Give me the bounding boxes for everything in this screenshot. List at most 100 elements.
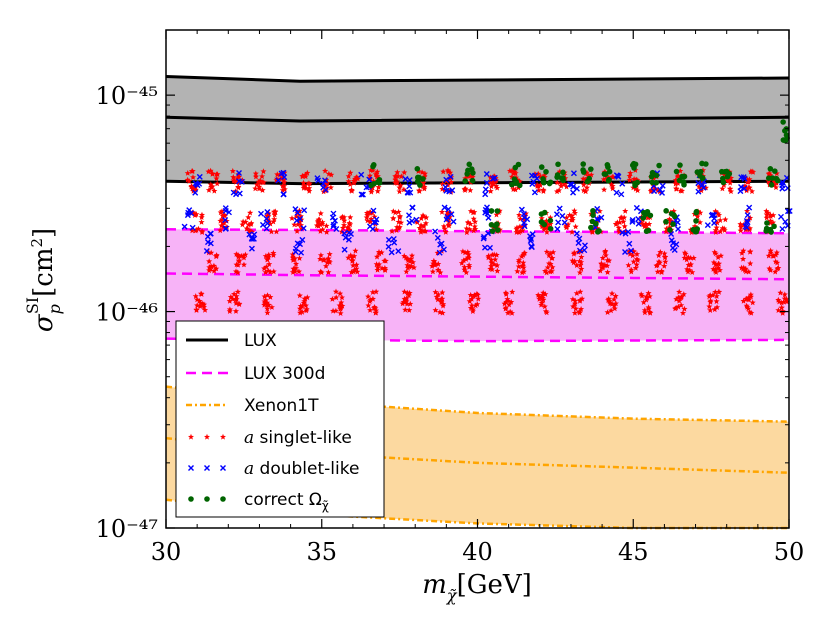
singlet-point <box>673 186 680 192</box>
singlet-point <box>589 228 596 235</box>
doublet-point <box>395 248 402 255</box>
singlet-point <box>740 255 747 262</box>
correct-point <box>681 173 688 180</box>
singlet-point <box>516 178 523 185</box>
doublet-point-stroke-b <box>481 244 488 251</box>
singlet-point <box>459 248 466 255</box>
singlet-point <box>519 269 526 276</box>
doublet-point <box>445 206 452 213</box>
doublet-point-stroke-b <box>249 235 256 242</box>
correct-point <box>414 174 421 181</box>
doublet-point <box>406 177 413 184</box>
singlet-point <box>346 220 353 226</box>
singlet-point <box>194 296 201 303</box>
doublet-point <box>263 215 270 222</box>
doublet-point-stroke-b <box>280 191 287 198</box>
doublet-point-stroke-b <box>333 225 340 232</box>
singlet-point <box>267 294 274 300</box>
legend-marker <box>220 496 226 502</box>
doublet-point-stroke-b <box>448 211 455 218</box>
doublet-point <box>695 188 702 195</box>
doublet-point <box>388 249 395 256</box>
singlet-point <box>209 170 216 177</box>
singlet-point <box>777 289 784 296</box>
correct-point <box>488 208 495 214</box>
singlet-point <box>609 185 616 192</box>
correct-point <box>513 180 519 187</box>
singlet-point <box>208 249 215 256</box>
singlet-point <box>438 208 445 215</box>
singlet-point <box>745 268 752 275</box>
correct-point <box>606 168 613 175</box>
singlet-point <box>627 250 634 257</box>
correct-point <box>555 161 561 168</box>
singlet-point <box>294 221 301 228</box>
legend-marker <box>204 433 210 440</box>
singlet-point <box>633 256 640 262</box>
singlet-point <box>543 217 550 224</box>
singlet-point <box>714 219 721 226</box>
correct-point <box>643 228 650 235</box>
singlet-point <box>490 180 497 187</box>
singlet-point <box>773 170 780 177</box>
singlet-point <box>229 167 236 174</box>
singlet-point <box>715 260 722 267</box>
doublet-point <box>203 248 210 255</box>
doublet-point <box>659 189 666 196</box>
singlet-point <box>230 177 237 184</box>
singlet-point <box>611 305 618 312</box>
singlet-point <box>570 303 577 310</box>
singlet-point <box>422 228 429 234</box>
doublet-point <box>330 221 337 228</box>
singlet-point <box>615 224 622 231</box>
doublet-point <box>482 191 489 198</box>
correct-point <box>584 178 591 185</box>
doublet-point-stroke-b <box>263 215 270 222</box>
singlet-point <box>766 265 773 272</box>
singlet-point <box>492 256 499 263</box>
correct-point <box>768 182 775 188</box>
singlet-point <box>345 225 352 232</box>
singlet-point <box>289 251 296 258</box>
doublet-point <box>450 218 457 225</box>
singlet-point <box>345 173 352 179</box>
doublet-point-stroke-b <box>629 217 636 224</box>
singlet-point <box>780 298 787 305</box>
singlet-point <box>410 264 417 271</box>
singlet-point <box>772 268 779 275</box>
singlet-point <box>542 308 549 314</box>
legend-marker <box>220 433 226 440</box>
singlet-point <box>626 176 633 183</box>
doublet-point <box>341 246 348 253</box>
doublet-point-stroke-b <box>264 209 271 216</box>
singlet-point <box>609 290 616 297</box>
singlet-point <box>775 296 782 303</box>
singlet-point <box>765 171 772 177</box>
singlet-point <box>279 187 286 193</box>
doublet-point <box>529 180 536 187</box>
singlet-point <box>186 178 193 184</box>
singlet-point <box>576 308 583 315</box>
singlet-point <box>341 222 348 228</box>
singlet-point <box>184 176 191 183</box>
correct-point <box>588 224 594 231</box>
doublet-point <box>366 176 373 183</box>
singlet-point <box>470 215 477 222</box>
singlet-point <box>573 290 580 296</box>
singlet-point <box>578 253 585 260</box>
singlet-point <box>540 188 547 194</box>
correct-point <box>580 161 587 167</box>
doublet-point <box>444 214 451 221</box>
doublet-point <box>520 220 527 226</box>
singlet-point <box>467 304 474 311</box>
singlet-point <box>351 253 358 259</box>
doublet-point-stroke-b <box>443 187 450 194</box>
correct-point <box>667 227 673 233</box>
correct-point <box>601 171 608 177</box>
doublet-point-stroke-b <box>619 229 626 236</box>
doublet-point-stroke-b <box>222 207 229 214</box>
singlet-point <box>226 306 233 313</box>
doublet-point <box>657 186 664 193</box>
singlet-point <box>374 168 381 175</box>
correct-point <box>464 171 470 177</box>
